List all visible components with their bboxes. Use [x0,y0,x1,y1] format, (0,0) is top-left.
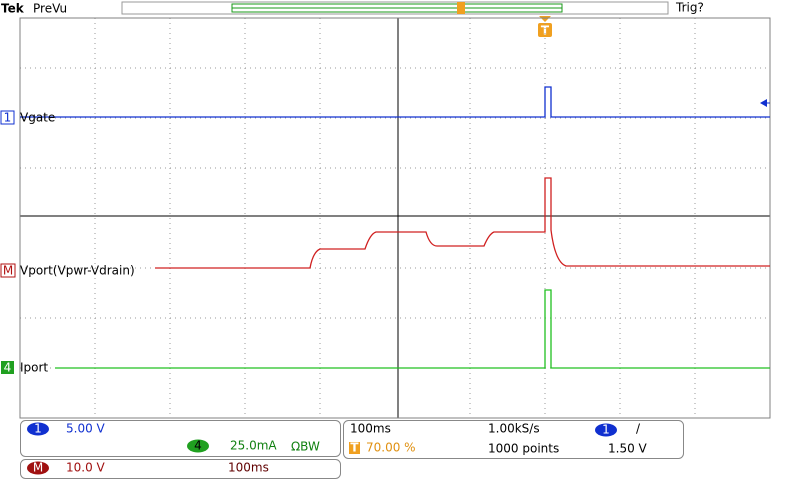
trigger-state: Trig? [675,1,704,15]
ch4-scale: 25.0mA [230,439,277,453]
channel-marker [0,263,16,278]
trigger-position: 70.00 % [366,441,416,455]
record-length: 1000 points [488,442,559,456]
channel-label: Vport(Vpwr-Vdrain) [20,264,135,278]
trigger-icon [349,442,360,454]
timebase-scale: 100ms [350,422,391,436]
channel-marker-label: 4 [4,361,12,375]
graticule [19,17,771,419]
math-scale: 10.0 V [66,461,106,475]
channel-marker-label: 1 [4,111,12,125]
math-readout-panel [20,459,341,479]
ch4-bandwidth: ΩBW [291,440,320,454]
badge-label: 4 [194,439,202,453]
trigger-marker-label: T [541,24,550,38]
badge [27,422,49,436]
acquisition-status: PreVu [33,2,67,16]
trigger-slope: / [636,422,641,436]
brand: Tek [1,2,25,16]
badge-label: M [33,461,43,475]
badge [27,461,49,475]
channel-readout-panel [20,420,341,457]
channel-marker-label: M [3,264,13,278]
trace-vport [155,177,770,269]
ch1-scale: 5.00 V [66,422,106,436]
channel-label: Vgate [20,111,55,125]
sample-rate: 1.00kS/s [488,422,540,436]
trace-iport [55,289,770,369]
trigger-icon-label: T [350,441,359,455]
trace-vgate [20,86,770,118]
trigger-level-marker [760,99,767,107]
record-trigger-icon [457,2,465,14]
badge [595,423,617,437]
badge [187,439,209,453]
trigger-marker [538,23,552,37]
math-time: 100ms [228,461,269,475]
channel-label: Iport [20,361,48,375]
graticule-frame [19,17,771,419]
trigger-level: 1.50 V [608,442,648,456]
badge-label: 1 [34,422,42,436]
badge-label: 1 [602,423,610,437]
channel-marker [0,110,15,125]
channel-marker [1,361,14,374]
